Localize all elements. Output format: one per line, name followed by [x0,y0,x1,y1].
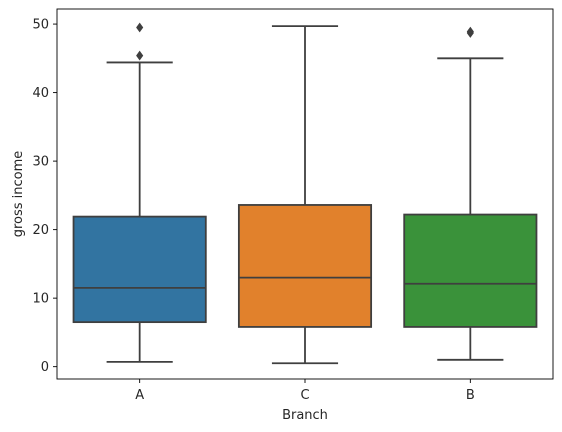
iqr-box [72,215,207,324]
y-tick-label: 10 [32,292,49,307]
iqr-box [403,213,538,328]
y-axis-label: gross income [11,151,26,238]
outlier-point [466,26,474,37]
y-tick-label: 0 [41,360,49,375]
x-tick-label: A [135,388,144,403]
y-tick-label: 50 [32,18,49,33]
x-tick-label: B [466,388,475,403]
y-tick-label: 40 [32,86,49,101]
box-C [237,25,373,365]
y-axis: 0 10 20 30 40 50 [32,18,57,375]
y-tick-label: 30 [32,155,49,170]
x-tick-label: C [300,388,309,403]
outlier-point [136,50,144,61]
y-tick-label: 20 [32,223,49,238]
outlier-point [136,22,144,33]
x-axis-label: Branch [282,408,328,423]
iqr-box [237,204,373,328]
box-A [72,22,207,363]
box-B [403,26,538,361]
plot-marks [72,22,538,365]
